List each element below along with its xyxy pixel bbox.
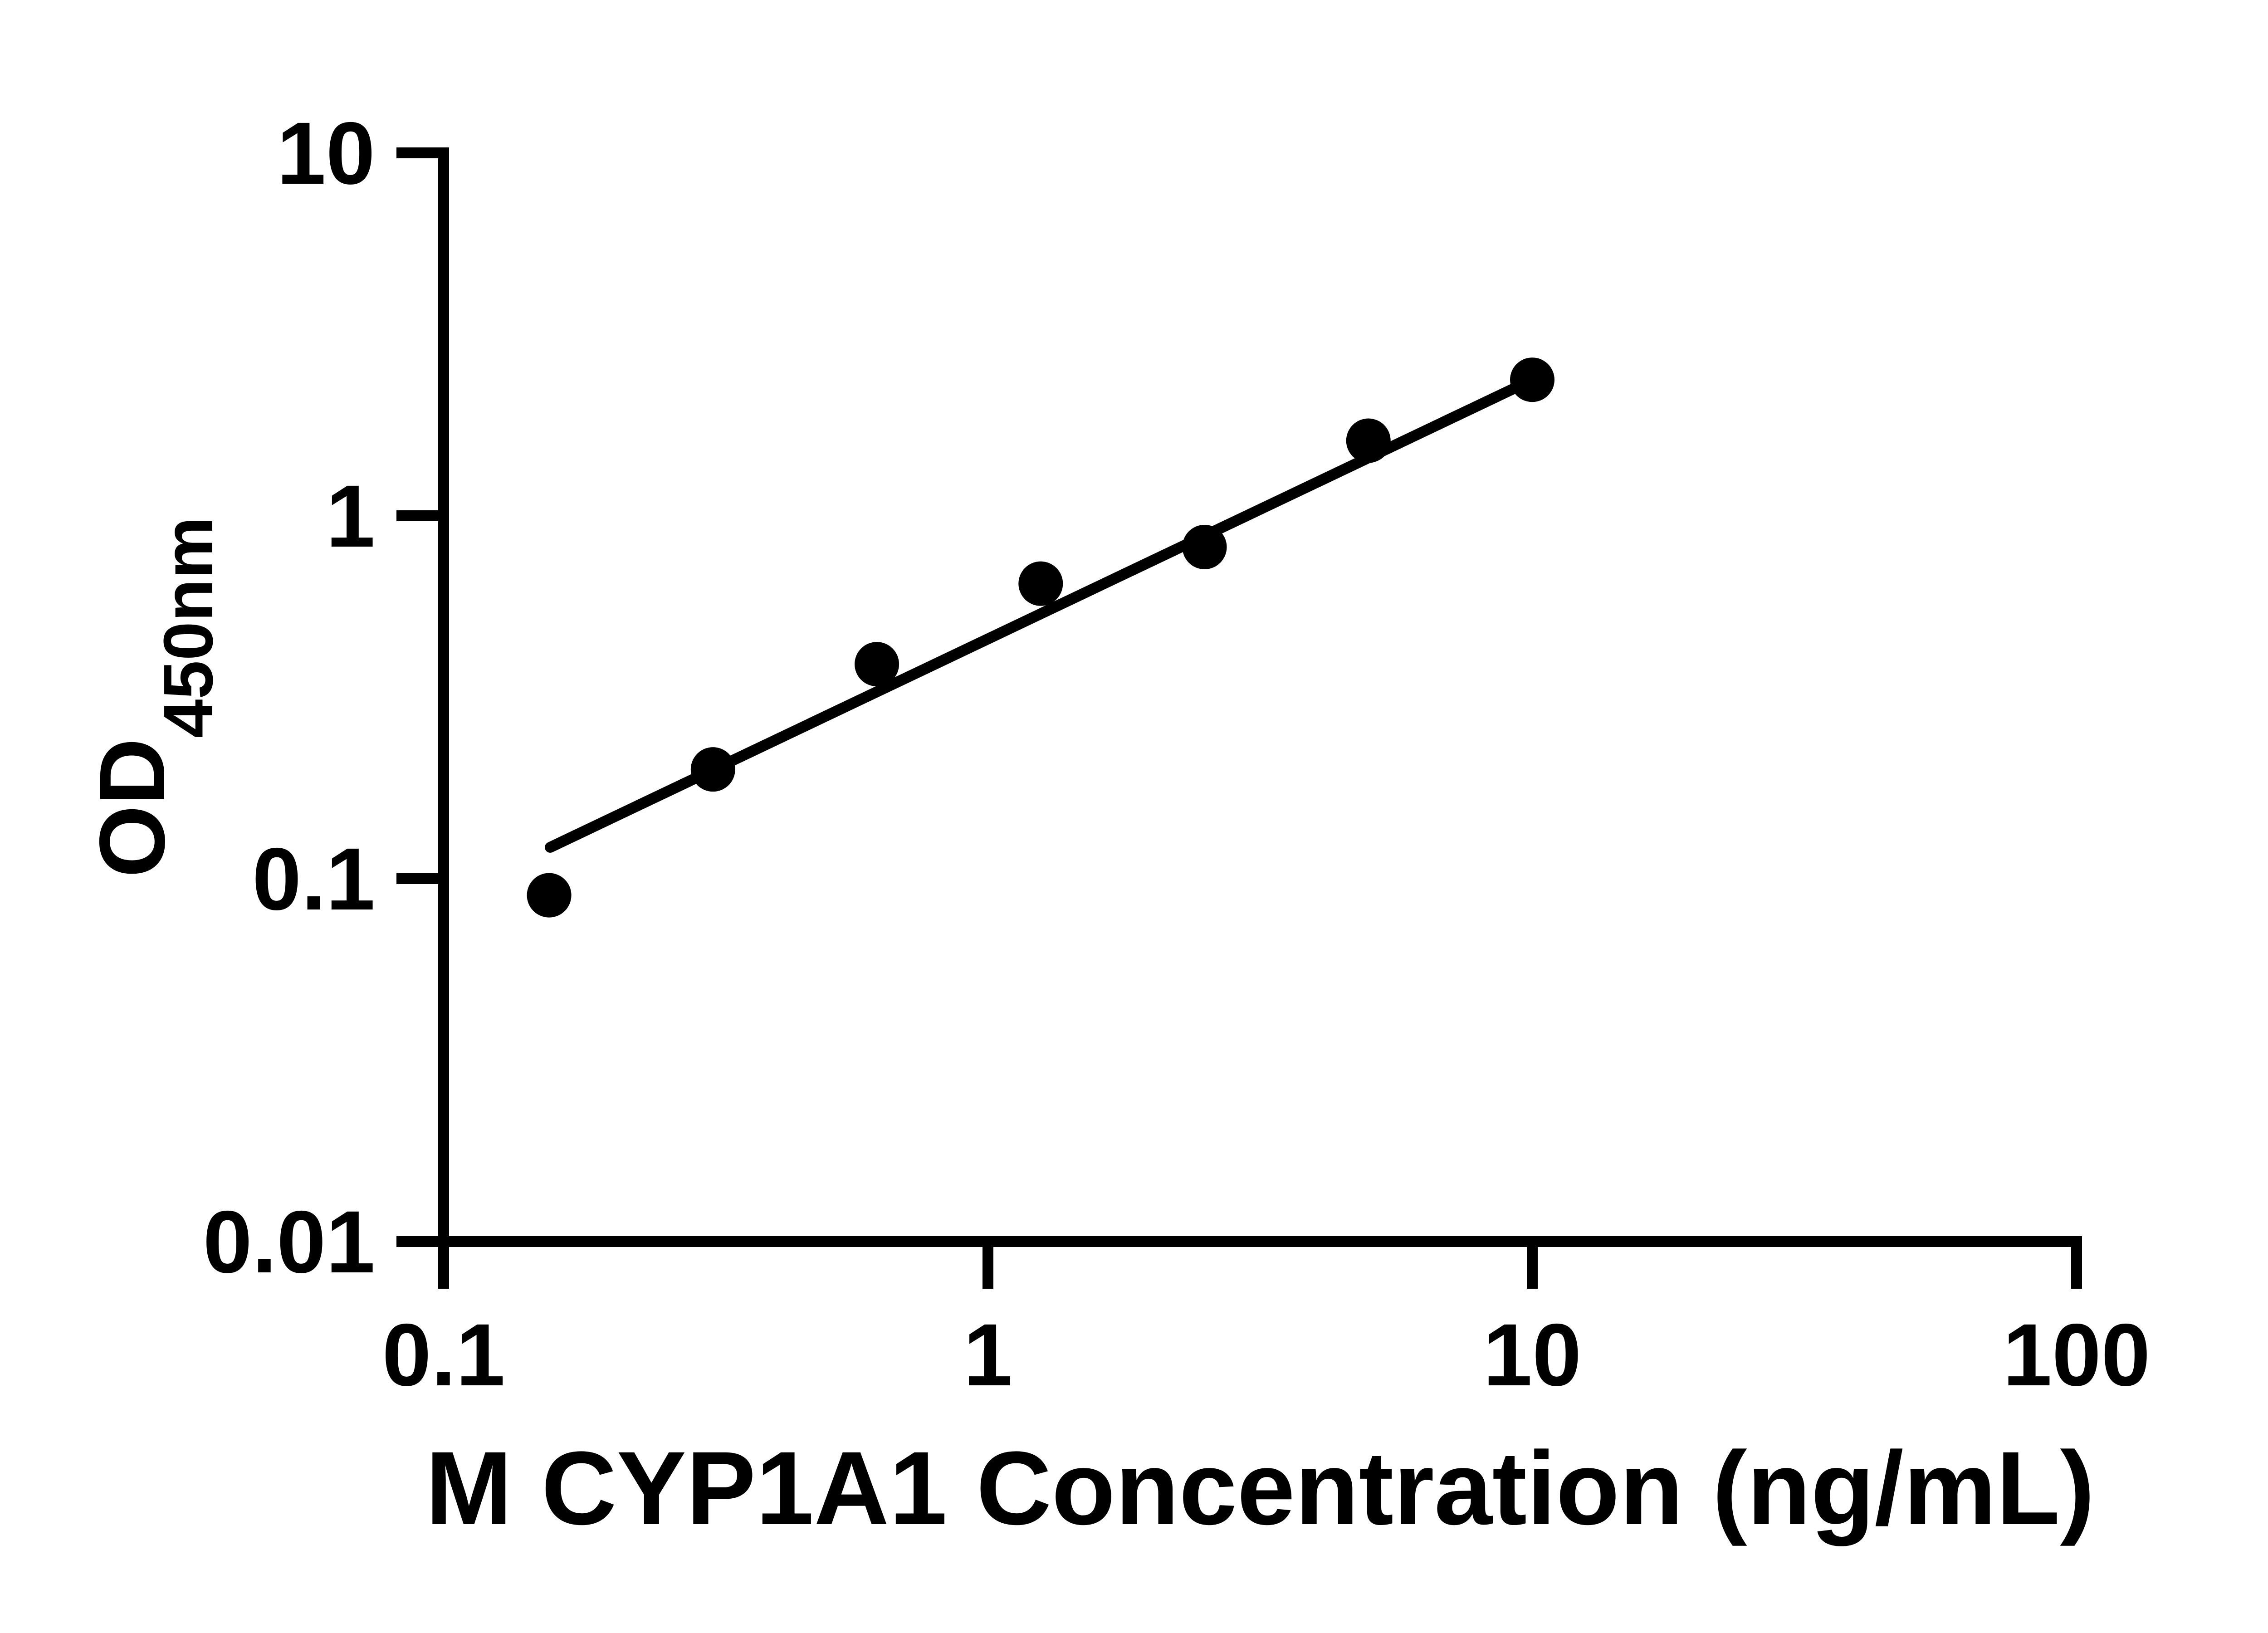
x-tick-label: 100 <box>2003 1305 2150 1404</box>
y-tick-label: 10 <box>277 104 375 203</box>
data-point <box>1346 418 1391 463</box>
y-tick-label: 0.1 <box>252 830 375 929</box>
data-point <box>690 747 735 792</box>
y-tick-label: 1 <box>326 467 375 566</box>
data-point <box>1510 357 1554 402</box>
x-axis-title: M CYP1A1 Concentration (ng/mL) <box>425 1430 2095 1546</box>
data-point <box>855 642 899 687</box>
y-tick-label: 0.01 <box>203 1193 375 1291</box>
y-axis-title-main: OD <box>80 738 184 878</box>
data-point <box>1018 561 1063 606</box>
x-tick-label: 10 <box>1483 1305 1582 1404</box>
y-axis-title: OD450nm <box>80 517 227 877</box>
x-tick-label: 1 <box>963 1305 1012 1404</box>
data-point <box>527 873 572 918</box>
data-point <box>1182 524 1227 569</box>
x-tick-label: 0.1 <box>382 1305 505 1404</box>
y-axis-title-subscript: 450nm <box>149 517 227 738</box>
